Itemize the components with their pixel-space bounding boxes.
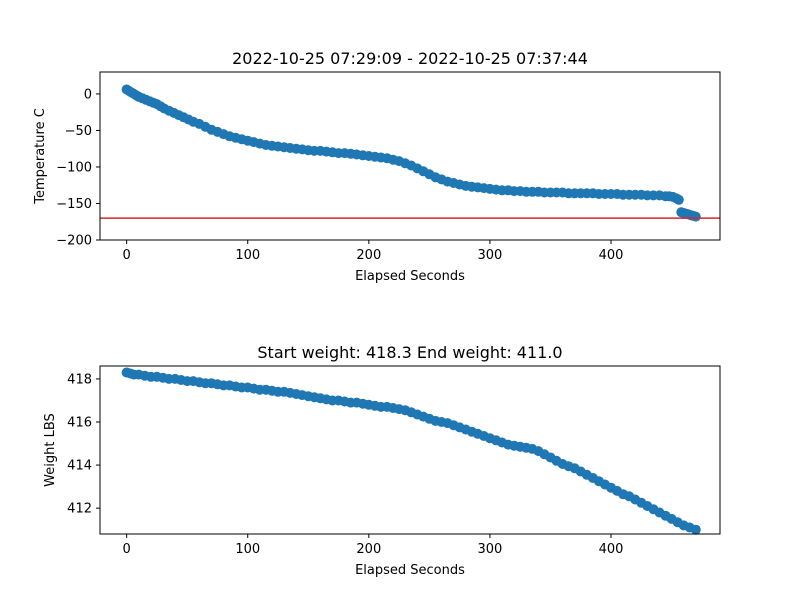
temperature-x-axis-label: Elapsed Seconds [355,269,465,284]
temperature-y-axis-label: Temperature C [33,108,48,205]
weight-y-tick-label: 414 [67,459,92,474]
temperature-plot-frame [99,71,721,241]
temperature-y-ticks: 0 −50 −100 −150 −200 [56,87,100,249]
weight-chart: Start weight: 418.3 End weight: 411.0 0 1… [43,343,721,578]
weight-chart-title: Start weight: 418.3 End weight: 411.0 [257,343,562,362]
weight-x-ticks: 0 100 200 300 400 [123,534,624,557]
temperature-y-tick-label: −150 [56,197,92,212]
temperature-x-ticks: 0 100 200 300 400 [123,240,624,263]
weight-x-tick-label: 100 [235,542,260,557]
weight-x-axis-label: Elapsed Seconds [355,563,465,578]
temperature-y-tick-label: −100 [56,160,92,175]
weight-x-tick-label: 0 [123,542,131,557]
temperature-marks [100,84,720,222]
temperature-data-point [673,194,684,205]
weight-y-axis-label: Weight LBS [43,413,58,487]
weight-y-ticks: 418 416 414 412 [67,372,100,517]
weight-data-point [690,524,701,535]
weight-x-tick-label: 400 [599,542,624,557]
temperature-y-tick-label: 0 [84,87,92,102]
weight-y-tick-label: 412 [67,502,92,517]
weight-y-tick-label: 416 [67,416,92,431]
temperature-y-tick-label: −200 [56,234,92,249]
weight-x-tick-label: 300 [478,542,503,557]
temperature-x-tick-label: 200 [356,248,381,263]
weight-plot-frame [99,365,721,535]
temperature-x-tick-label: 300 [478,248,503,263]
temperature-chart-title: 2022-10-25 07:29:09 - 2022-10-25 07:37:4… [232,49,588,68]
weight-marks [121,367,701,535]
temperature-x-tick-label: 400 [599,248,624,263]
temperature-chart: 2022-10-25 07:29:09 - 2022-10-25 07:37:4… [33,49,721,284]
temperature-data-point [690,211,701,222]
weight-x-tick-label: 200 [356,542,381,557]
temperature-x-tick-label: 0 [123,248,131,263]
weight-y-tick-label: 418 [67,372,92,387]
temperature-x-tick-label: 100 [235,248,260,263]
temperature-y-tick-label: −50 [65,124,92,139]
